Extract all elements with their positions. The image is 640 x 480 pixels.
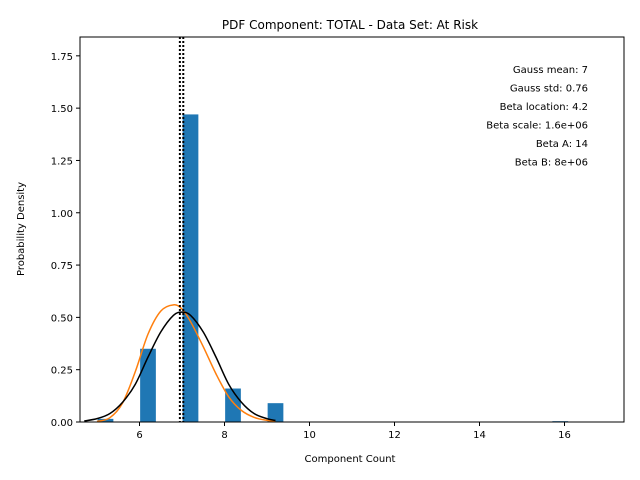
- histogram-bar: [225, 388, 241, 422]
- fit-parameter-text: Beta location: 4.2: [500, 102, 588, 113]
- y-tick-label: 1.50: [51, 104, 73, 115]
- x-axis: 6 8 10 12 14 16: [136, 422, 571, 441]
- x-tick-label: 8: [221, 430, 227, 441]
- x-tick-label: 16: [558, 430, 571, 441]
- chart-title: PDF Component: TOTAL - Data Set: At Risk: [222, 18, 478, 32]
- y-tick-label: 1.75: [51, 52, 73, 63]
- y-axis-label: Probability Density: [16, 182, 27, 276]
- fit-parameter-text: Beta B: 8e+06: [515, 158, 588, 169]
- x-tick-label: 6: [136, 430, 142, 441]
- vlines-layer: [178, 37, 185, 422]
- beta-fit-curve: [96, 304, 276, 423]
- x-tick-label: 12: [388, 430, 401, 441]
- fit-parameter-text: Gauss mean: 7: [513, 65, 588, 76]
- y-tick-label: 1.00: [51, 209, 73, 220]
- annotation-box: Gauss mean: 7 Gauss std: 0.76 Beta locatio…: [486, 65, 588, 169]
- histogram-bar: [140, 348, 156, 422]
- y-tick-label: 0.75: [51, 261, 73, 272]
- y-tick-label: 0.25: [51, 366, 73, 377]
- gauss-fit-curve: [84, 311, 276, 422]
- histogram-bar: [182, 114, 199, 422]
- x-tick-label: 14: [473, 430, 486, 441]
- plot-frame: [79, 36, 625, 423]
- y-tick-label: 0.50: [51, 313, 73, 324]
- y-tick-label: 1.25: [51, 156, 73, 167]
- curves-layer: [84, 304, 276, 423]
- y-axis: 0.00 0.25 0.50 0.75 1.00 1.25 1.50 1.75: [51, 52, 80, 429]
- bars-layer: [97, 114, 569, 422]
- x-tick-label: 10: [303, 430, 316, 441]
- fit-parameter-text: Beta A: 14: [536, 139, 588, 150]
- y-tick-label: 0.00: [51, 418, 73, 429]
- fit-parameter-text: Gauss std: 0.76: [510, 84, 588, 95]
- x-axis-label: Component Count: [305, 454, 396, 465]
- fit-parameter-text: Beta scale: 1.6e+06: [486, 121, 588, 132]
- histogram-bar: [267, 403, 284, 422]
